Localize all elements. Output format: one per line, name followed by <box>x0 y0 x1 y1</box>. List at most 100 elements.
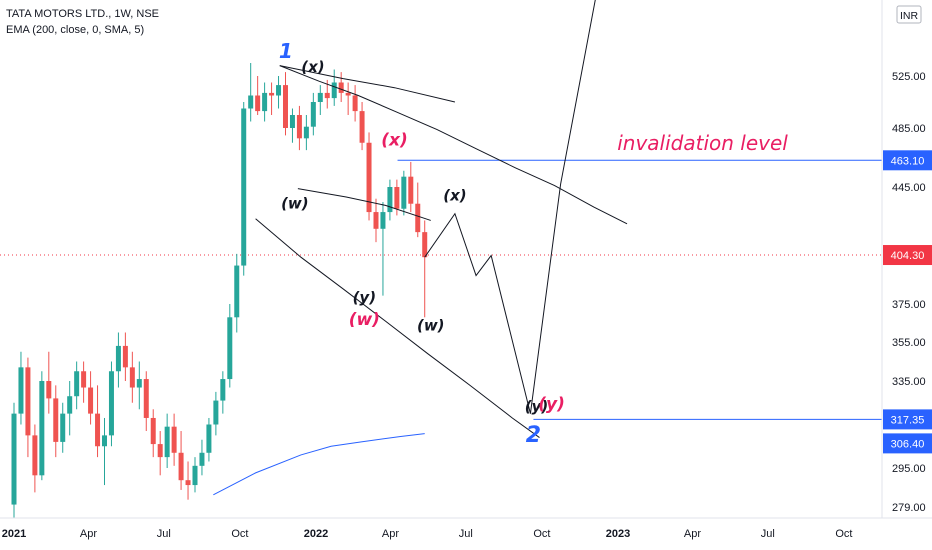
candle[interactable] <box>262 82 268 122</box>
candle[interactable] <box>269 82 275 116</box>
candle[interactable] <box>317 85 323 115</box>
candle-body <box>248 95 254 109</box>
candle[interactable] <box>122 332 128 382</box>
candle[interactable] <box>115 332 121 388</box>
candle[interactable] <box>60 402 66 453</box>
candle[interactable] <box>282 72 288 136</box>
candle[interactable] <box>401 170 407 216</box>
candle[interactable] <box>11 402 17 549</box>
candle[interactable] <box>164 413 170 468</box>
y-tick-label: 525.00 <box>892 71 926 83</box>
candle[interactable] <box>81 361 87 403</box>
candle[interactable] <box>136 361 142 410</box>
candle[interactable] <box>178 431 184 490</box>
candle[interactable] <box>192 457 198 493</box>
candle[interactable] <box>185 461 191 500</box>
price-badge-label: 317.35 <box>891 414 925 426</box>
candle[interactable] <box>129 351 135 403</box>
candle[interactable] <box>331 69 337 106</box>
candle[interactable] <box>345 82 351 116</box>
candle[interactable] <box>88 371 94 425</box>
candle[interactable] <box>241 102 247 276</box>
candle[interactable] <box>255 76 261 115</box>
candle-body <box>18 367 24 414</box>
wave-label: (y) <box>353 288 377 306</box>
candle-body <box>192 465 198 486</box>
candle-body <box>32 435 38 476</box>
candle-body <box>171 426 177 453</box>
wave-trendline[interactable] <box>279 65 456 103</box>
candle[interactable] <box>199 439 205 476</box>
candle[interactable] <box>101 417 107 486</box>
candle[interactable] <box>206 417 212 462</box>
x-tick-label: 2023 <box>606 528 630 540</box>
invalidation-level-label: invalidation level <box>617 131 788 155</box>
candle-body <box>60 413 66 442</box>
candle[interactable] <box>234 253 240 333</box>
candle[interactable] <box>18 351 24 425</box>
price-badge[interactable]: 404.30 <box>883 245 932 266</box>
candle[interactable] <box>359 102 365 151</box>
candle-body <box>157 444 163 458</box>
candle[interactable] <box>408 161 414 213</box>
candle[interactable] <box>227 304 233 388</box>
price-badge[interactable]: 317.35 <box>883 409 932 430</box>
x-tick-label: Oct <box>835 528 852 540</box>
candle-body <box>255 95 261 112</box>
price-badge-label: 404.30 <box>891 250 925 262</box>
wave-trendline[interactable] <box>297 188 431 221</box>
wave-trendline[interactable] <box>424 0 597 414</box>
wave-trendline[interactable] <box>255 218 540 438</box>
currency-badge[interactable]: INR <box>896 5 922 24</box>
price-badge[interactable]: 306.40 <box>883 433 932 454</box>
candle[interactable] <box>108 361 114 447</box>
candle-body <box>164 426 170 458</box>
candle-body <box>373 212 379 229</box>
candle[interactable] <box>95 385 101 458</box>
candle[interactable] <box>39 371 45 481</box>
candle[interactable] <box>296 105 302 151</box>
candle[interactable] <box>380 202 386 296</box>
candle[interactable] <box>67 381 73 436</box>
candle[interactable] <box>387 179 393 221</box>
candle[interactable] <box>338 72 344 102</box>
candle[interactable] <box>415 182 421 238</box>
candle[interactable] <box>32 424 38 493</box>
wave-label: (x) <box>381 131 408 151</box>
candle[interactable] <box>150 409 156 458</box>
plot-area[interactable]: 1(x)(w)(x)(x)(y)(w) (w)(y)(y)2invalidatio… <box>0 0 882 548</box>
candle[interactable] <box>53 385 59 458</box>
wave-label: (w) <box>281 195 309 213</box>
candle[interactable] <box>157 431 163 476</box>
candle[interactable] <box>248 63 254 122</box>
candle[interactable] <box>289 108 295 143</box>
currency-badge-box <box>896 5 922 24</box>
price-badge-box <box>883 245 932 266</box>
wave-trendline[interactable] <box>279 65 628 225</box>
candle[interactable] <box>25 357 31 458</box>
candle[interactable] <box>303 115 309 151</box>
candle-body <box>199 452 205 466</box>
candle[interactable] <box>74 361 80 410</box>
candle[interactable] <box>352 85 358 122</box>
wave-label: (w) <box>349 310 380 330</box>
price-badge-box <box>883 150 932 171</box>
candle[interactable] <box>276 76 282 109</box>
candle[interactable] <box>310 92 316 136</box>
candle-body <box>178 452 184 481</box>
candle[interactable] <box>143 371 149 432</box>
candle-body <box>408 176 414 204</box>
price-badge[interactable]: 463.10 <box>883 150 932 171</box>
candle-body <box>394 187 400 209</box>
candle-body <box>88 387 94 414</box>
candle[interactable] <box>373 198 379 243</box>
candle[interactable] <box>422 220 428 318</box>
candle[interactable] <box>46 351 52 414</box>
candle[interactable] <box>171 413 177 466</box>
candle-body <box>185 480 191 486</box>
candle[interactable] <box>366 132 372 221</box>
candle[interactable] <box>213 391 219 436</box>
candle[interactable] <box>220 371 226 414</box>
